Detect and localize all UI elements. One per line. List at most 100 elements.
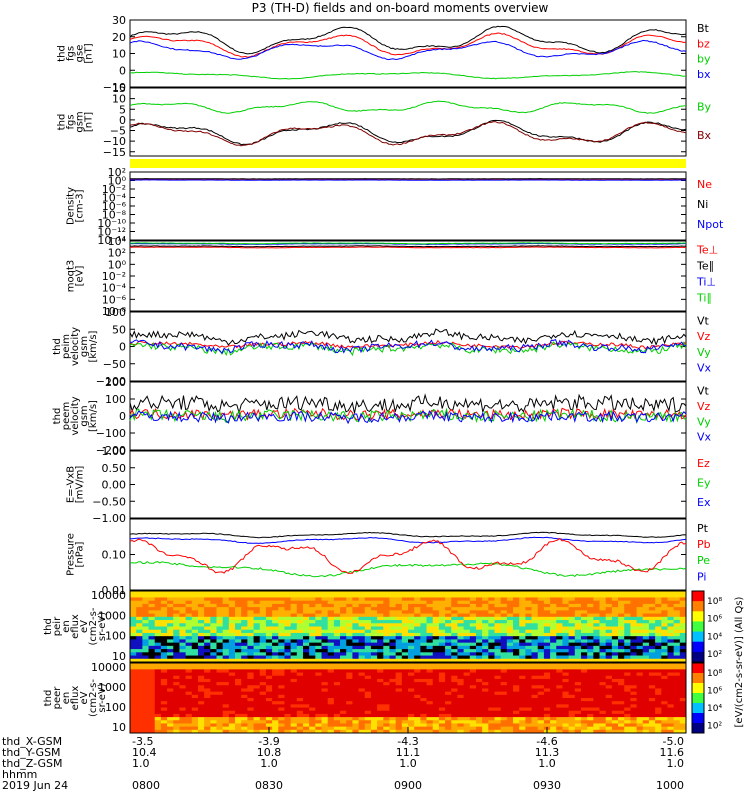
heatmap-cell-p10 — [543, 691, 551, 696]
heatmap-cell-p10 — [179, 669, 186, 673]
heatmap-cell-p9 — [278, 607, 285, 611]
heatmap-cell-p10 — [445, 710, 452, 715]
heatmap-cell-p10 — [550, 688, 557, 693]
heatmap-cell-p9 — [315, 645, 322, 650]
heatmap-cell-p10 — [618, 694, 625, 699]
heatmap-cell-p9 — [506, 629, 514, 634]
heatmap-cell-p10 — [599, 717, 607, 721]
heatmap-cell-p10 — [426, 675, 434, 680]
heatmap-cell-p10 — [309, 691, 316, 696]
colorbar-tick-p9: 10⁴ — [707, 632, 722, 642]
heatmap-cell-p10 — [389, 710, 397, 715]
heatmap-cell-p9 — [389, 642, 397, 647]
heatmap-cell-p10 — [302, 717, 310, 721]
heatmap-cell-p9 — [377, 658, 384, 663]
series-line-p5-vx-3 — [129, 338, 687, 354]
heatmap-cell-p9 — [593, 626, 600, 631]
heatmap-cell-p10 — [494, 672, 502, 677]
heatmap-cell-p10 — [197, 698, 205, 702]
heatmap-cell-p9 — [259, 639, 267, 644]
y-axis-label-p5: gsm — [79, 336, 90, 357]
heatmap-cell-p10 — [451, 688, 458, 693]
heatmap-cell-p10 — [364, 672, 372, 677]
heatmap-cell-p9 — [482, 594, 489, 598]
y-tick-label-p3: 10⁻¹² — [97, 226, 126, 239]
heatmap-cell-p9 — [599, 658, 607, 663]
heatmap-cell-p10 — [661, 723, 668, 728]
heatmap-cell-p10 — [377, 704, 384, 708]
heatmap-cell-p9 — [475, 636, 483, 640]
heatmap-cell-p9 — [142, 632, 149, 637]
heatmap-cell-p9 — [451, 610, 458, 614]
heatmap-cell-p10 — [358, 698, 366, 702]
heatmap-cell-p10 — [284, 685, 292, 689]
heatmap-cell-p10 — [519, 729, 526, 734]
heatmap-cell-p10 — [136, 704, 143, 708]
y-tick-label-p2: −10 — [103, 135, 126, 148]
heatmap-cell-p10 — [265, 669, 273, 673]
heatmap-cell-p9 — [241, 594, 248, 598]
y-tick-label-p3: 10⁻¹⁴ — [97, 234, 126, 247]
heatmap-cell-p10 — [630, 723, 637, 728]
heatmap-cell-p10 — [408, 672, 415, 677]
heatmap-cell-p10 — [618, 723, 625, 728]
heatmap-cell-p10 — [148, 726, 156, 731]
heatmap-cell-p9 — [618, 600, 625, 605]
heatmap-cell-p10 — [667, 713, 675, 718]
heatmap-cell-p10 — [265, 675, 273, 680]
heatmap-cell-p9 — [222, 613, 230, 618]
heatmap-cell-p9 — [599, 645, 607, 650]
heatmap-cell-p10 — [550, 698, 557, 702]
heatmap-cell-p9 — [340, 655, 347, 660]
heatmap-cell-p9 — [469, 642, 477, 647]
heatmap-cell-p10 — [401, 717, 409, 721]
heatmap-cell-p9 — [457, 632, 464, 637]
heatmap-cell-p10 — [154, 663, 162, 667]
heatmap-cell-p9 — [568, 594, 576, 598]
heatmap-cell-p10 — [216, 707, 224, 712]
heatmap-cell-p10 — [370, 726, 378, 731]
heatmap-cell-p10 — [284, 669, 292, 673]
heatmap-cell-p10 — [408, 685, 415, 689]
heatmap-cell-p9 — [136, 594, 143, 598]
heatmap-cell-p10 — [611, 685, 619, 689]
heatmap-cell-p9 — [370, 607, 378, 611]
x-tick-time: 0930 — [533, 779, 561, 792]
heatmap-cell-p9 — [265, 649, 273, 653]
heatmap-cell-p10 — [253, 685, 261, 689]
heatmap-cell-p9 — [272, 620, 279, 624]
heatmap-cell-p10 — [216, 729, 224, 734]
heatmap-cell-p10 — [587, 704, 594, 708]
heatmap-cell-p9 — [309, 616, 316, 621]
heatmap-cell-p9 — [525, 645, 532, 650]
heatmap-cell-p10 — [167, 726, 174, 731]
heatmap-cell-p9 — [630, 655, 637, 660]
x-tick-x-gsm: -5.0 — [663, 735, 684, 748]
heatmap-cell-p10 — [148, 688, 156, 693]
heatmap-cell-p9 — [599, 626, 607, 631]
heatmap-cell-p10 — [278, 694, 285, 699]
colorbar-segment-p9 — [692, 611, 704, 622]
heatmap-cell-p9 — [488, 632, 495, 637]
heatmap-cell-p9 — [179, 594, 186, 598]
heatmap-cell-p9 — [556, 620, 563, 624]
x-tick-time: 0900 — [394, 779, 422, 792]
heatmap-cell-p10 — [667, 672, 675, 677]
heatmap-cell-p9 — [136, 649, 143, 653]
heatmap-cell-p10 — [655, 729, 662, 734]
heatmap-cell-p10 — [475, 729, 483, 734]
heatmap-cell-p10 — [228, 663, 236, 667]
heatmap-cell-p9 — [253, 594, 261, 598]
heatmap-cell-p10 — [346, 717, 353, 721]
heatmap-cell-p10 — [383, 682, 390, 686]
heatmap-cell-p9 — [284, 597, 292, 602]
heatmap-cell-p9 — [636, 632, 644, 637]
heatmap-cell-p9 — [340, 607, 347, 611]
heatmap-cell-p9 — [401, 613, 409, 618]
heatmap-cell-p10 — [284, 729, 292, 734]
heatmap-cell-p10 — [278, 723, 285, 728]
heatmap-cell-p10 — [160, 729, 168, 734]
heatmap-cell-p9 — [296, 594, 304, 598]
heatmap-cell-p9 — [136, 600, 143, 605]
heatmap-cell-p9 — [179, 620, 186, 624]
